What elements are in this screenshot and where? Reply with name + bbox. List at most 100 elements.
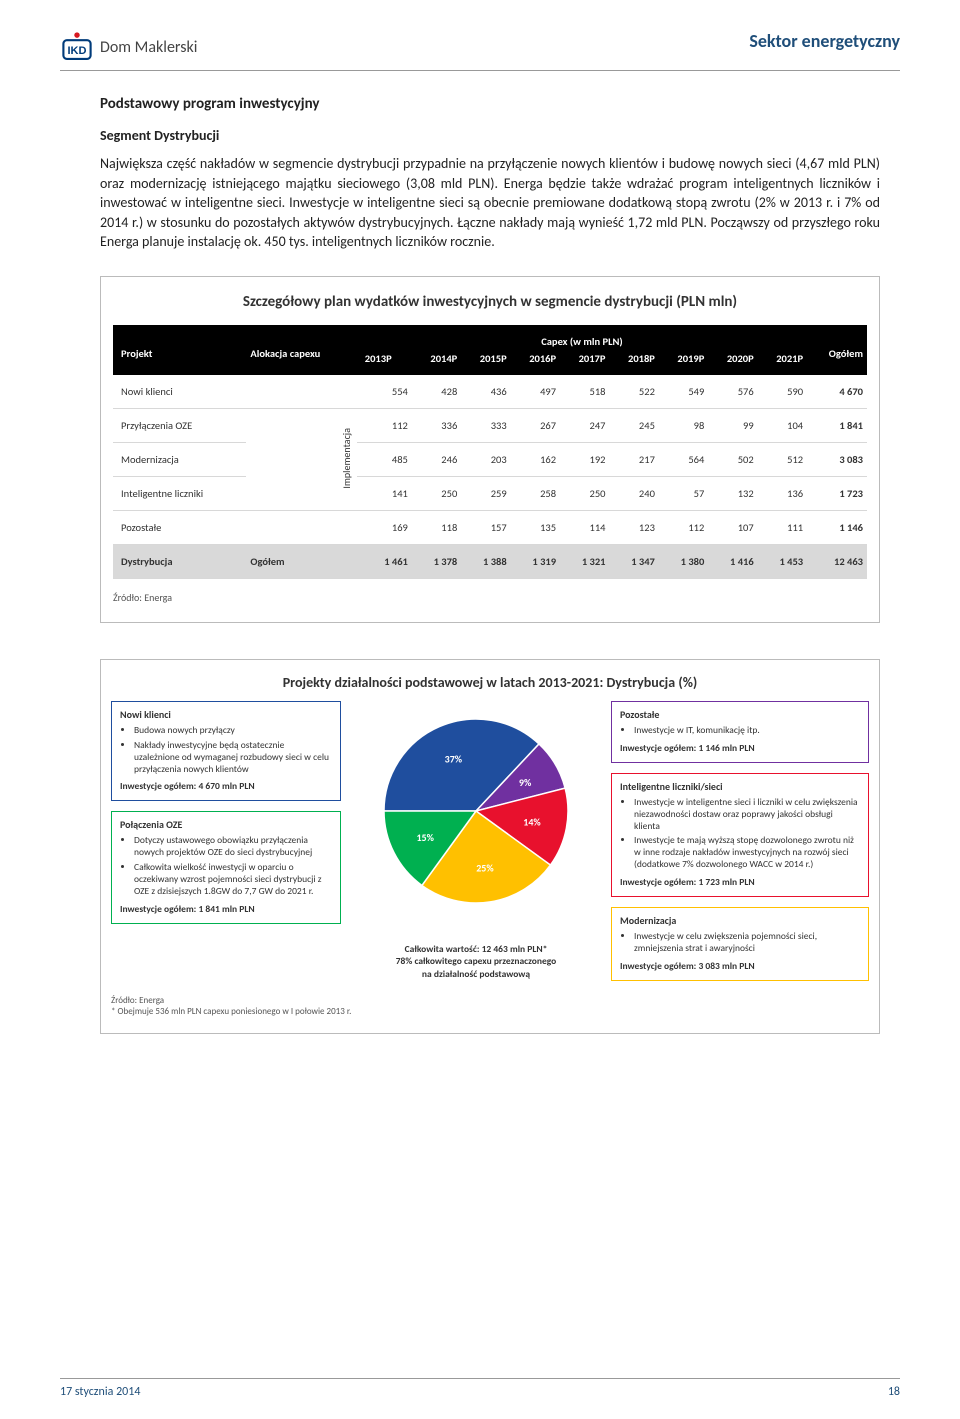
card-title: Nowi klienci: [120, 708, 332, 721]
cell: 246: [412, 442, 461, 476]
cell: 217: [609, 442, 658, 476]
th-year: 2014P: [412, 350, 461, 375]
card-item: Inwestycje te mają wyższą stopę dozwolon…: [634, 835, 860, 871]
cell: 333: [461, 408, 510, 442]
cell: 136: [758, 476, 807, 510]
intro-paragraph: Największa część nakładów w segmencie dy…: [100, 154, 880, 252]
pie-chart: 37%9%14%25%15%: [351, 701, 601, 931]
cell: 564: [659, 442, 708, 476]
header-rule: [60, 70, 900, 71]
alloc-label: Implementacja: [246, 408, 356, 510]
row-name: Inteligentne liczniki: [113, 476, 246, 510]
card-item: Całkowita wielkość inwestycji w oparciu …: [134, 862, 332, 898]
cell: 203: [461, 442, 510, 476]
card-item: Inwestycje w celu zwiększenia pojemności…: [634, 931, 860, 955]
pko-logo-icon: IKD: [60, 30, 94, 64]
card-inteligentne: Inteligentne liczniki/sieci Inwestycje w…: [611, 773, 869, 897]
footer-date: 17 stycznia 2014: [60, 1385, 140, 1399]
capex-table-panel: Szczegółowy plan wydatków inwestycyjnych…: [100, 276, 880, 623]
cell: 576: [708, 375, 757, 409]
card-title: Inteligentne liczniki/sieci: [620, 780, 860, 793]
pie-caption: Całkowita wartość: 12 463 mln PLN* 78% c…: [351, 943, 601, 980]
logo-text: Dom Maklerski: [100, 38, 197, 57]
th-year: 2016P: [511, 350, 560, 375]
cell: 259: [461, 476, 510, 510]
row-total: 3 083: [807, 442, 867, 476]
cell: 247: [560, 408, 609, 442]
th-year: 2017P: [560, 350, 609, 375]
cell: 497: [511, 375, 560, 409]
card-item: Dotyczy ustawowego obowiązku przyłączeni…: [134, 835, 332, 859]
card-item: Nakłady inwestycyjne będą ostatecznie uz…: [134, 740, 332, 776]
th-year: 2021P: [758, 350, 807, 375]
cell: 141: [357, 476, 412, 510]
pie-footnote: * Obejmuje 536 mln PLN capexu poniesione…: [111, 1006, 869, 1017]
row-name: Przyłączenia OZE: [113, 408, 246, 442]
cell: 250: [560, 476, 609, 510]
cell: 428: [412, 375, 461, 409]
th-alloc: Alokacja capexu: [246, 325, 356, 375]
svg-text:25%: 25%: [476, 861, 494, 874]
cell: 245: [609, 408, 658, 442]
pie-panel-title: Projekty działalności podstawowej w lata…: [111, 674, 869, 691]
cell: 549: [659, 375, 708, 409]
row-total: 1 146: [807, 510, 867, 544]
cell: 123: [609, 510, 658, 544]
row-name: Nowi klienci: [113, 375, 246, 409]
cell: 502: [708, 442, 757, 476]
cell: 267: [511, 408, 560, 442]
card-total: Inwestycje ogółem: 3 083 mln PLN: [620, 960, 860, 972]
card-title: Połączenia OZE: [120, 818, 332, 831]
pie-panel: Projekty działalności podstawowej w lata…: [100, 659, 880, 1034]
main-title: Podstawowy program inwestycyjny: [100, 95, 880, 113]
cell: 250: [412, 476, 461, 510]
cell: 240: [609, 476, 658, 510]
card-total: Inwestycje ogółem: 1 723 mln PLN: [620, 876, 860, 888]
th-project: Projekt: [113, 325, 246, 375]
cell: 258: [511, 476, 560, 510]
cell: 590: [758, 375, 807, 409]
capex-table: Projekt Alokacja capexu Capex (w mln PLN…: [113, 325, 867, 579]
th-capex: Capex (w mln PLN): [357, 325, 807, 350]
cell: 107: [708, 510, 757, 544]
card-modernizacja: Modernizacja Inwestycje w celu zwiększen…: [611, 907, 869, 981]
card-title: Modernizacja: [620, 914, 860, 927]
cell: 554: [357, 375, 412, 409]
cell: 169: [357, 510, 412, 544]
cell: 336: [412, 408, 461, 442]
row-name: Modernizacja: [113, 442, 246, 476]
cell: 112: [659, 510, 708, 544]
footer-page: 18: [888, 1385, 900, 1399]
svg-text:9%: 9%: [519, 776, 532, 789]
cell: 135: [511, 510, 560, 544]
th-year: 2019P: [659, 350, 708, 375]
page-header: IKD Dom Maklerski Sektor energetyczny: [60, 30, 900, 64]
row-total: 1 723: [807, 476, 867, 510]
pie-cap-line: 78% całkowitego capexu przeznaczonego: [351, 955, 601, 967]
cell: 518: [560, 375, 609, 409]
cell: 436: [461, 375, 510, 409]
page-footer: 17 stycznia 2014 18: [60, 1378, 900, 1399]
cell: 112: [357, 408, 412, 442]
logo: IKD Dom Maklerski: [60, 30, 197, 64]
cell: 111: [758, 510, 807, 544]
subtitle: Segment Dystrybucji: [100, 127, 880, 144]
svg-text:14%: 14%: [523, 816, 541, 829]
svg-text:IKD: IKD: [67, 45, 86, 57]
cell: 114: [560, 510, 609, 544]
card-pozostale: Pozostałe Inwestycje w IT, komunikację i…: [611, 701, 869, 763]
table-source: Źródło: Energa: [113, 591, 867, 604]
table-title: Szczegółowy plan wydatków inwestycyjnych…: [113, 293, 867, 311]
th-year: 2018P: [609, 350, 658, 375]
th-year: 2013P: [357, 350, 412, 375]
row-total: 1 841: [807, 408, 867, 442]
sector-title: Sektor energetyczny: [749, 30, 900, 52]
card-item: Budowa nowych przyłączy: [134, 725, 332, 737]
pie-footnote: Źródło: Energa: [111, 995, 869, 1006]
pie-cap-line: Całkowita wartość: 12 463 mln PLN*: [351, 943, 601, 955]
card-nowi-klienci: Nowi klienci Budowa nowych przyłączy Nak…: [111, 701, 341, 802]
svg-text:15%: 15%: [416, 831, 434, 844]
cell: 522: [609, 375, 658, 409]
cell: 512: [758, 442, 807, 476]
card-total: Inwestycje ogółem: 1 841 mln PLN: [120, 903, 332, 915]
